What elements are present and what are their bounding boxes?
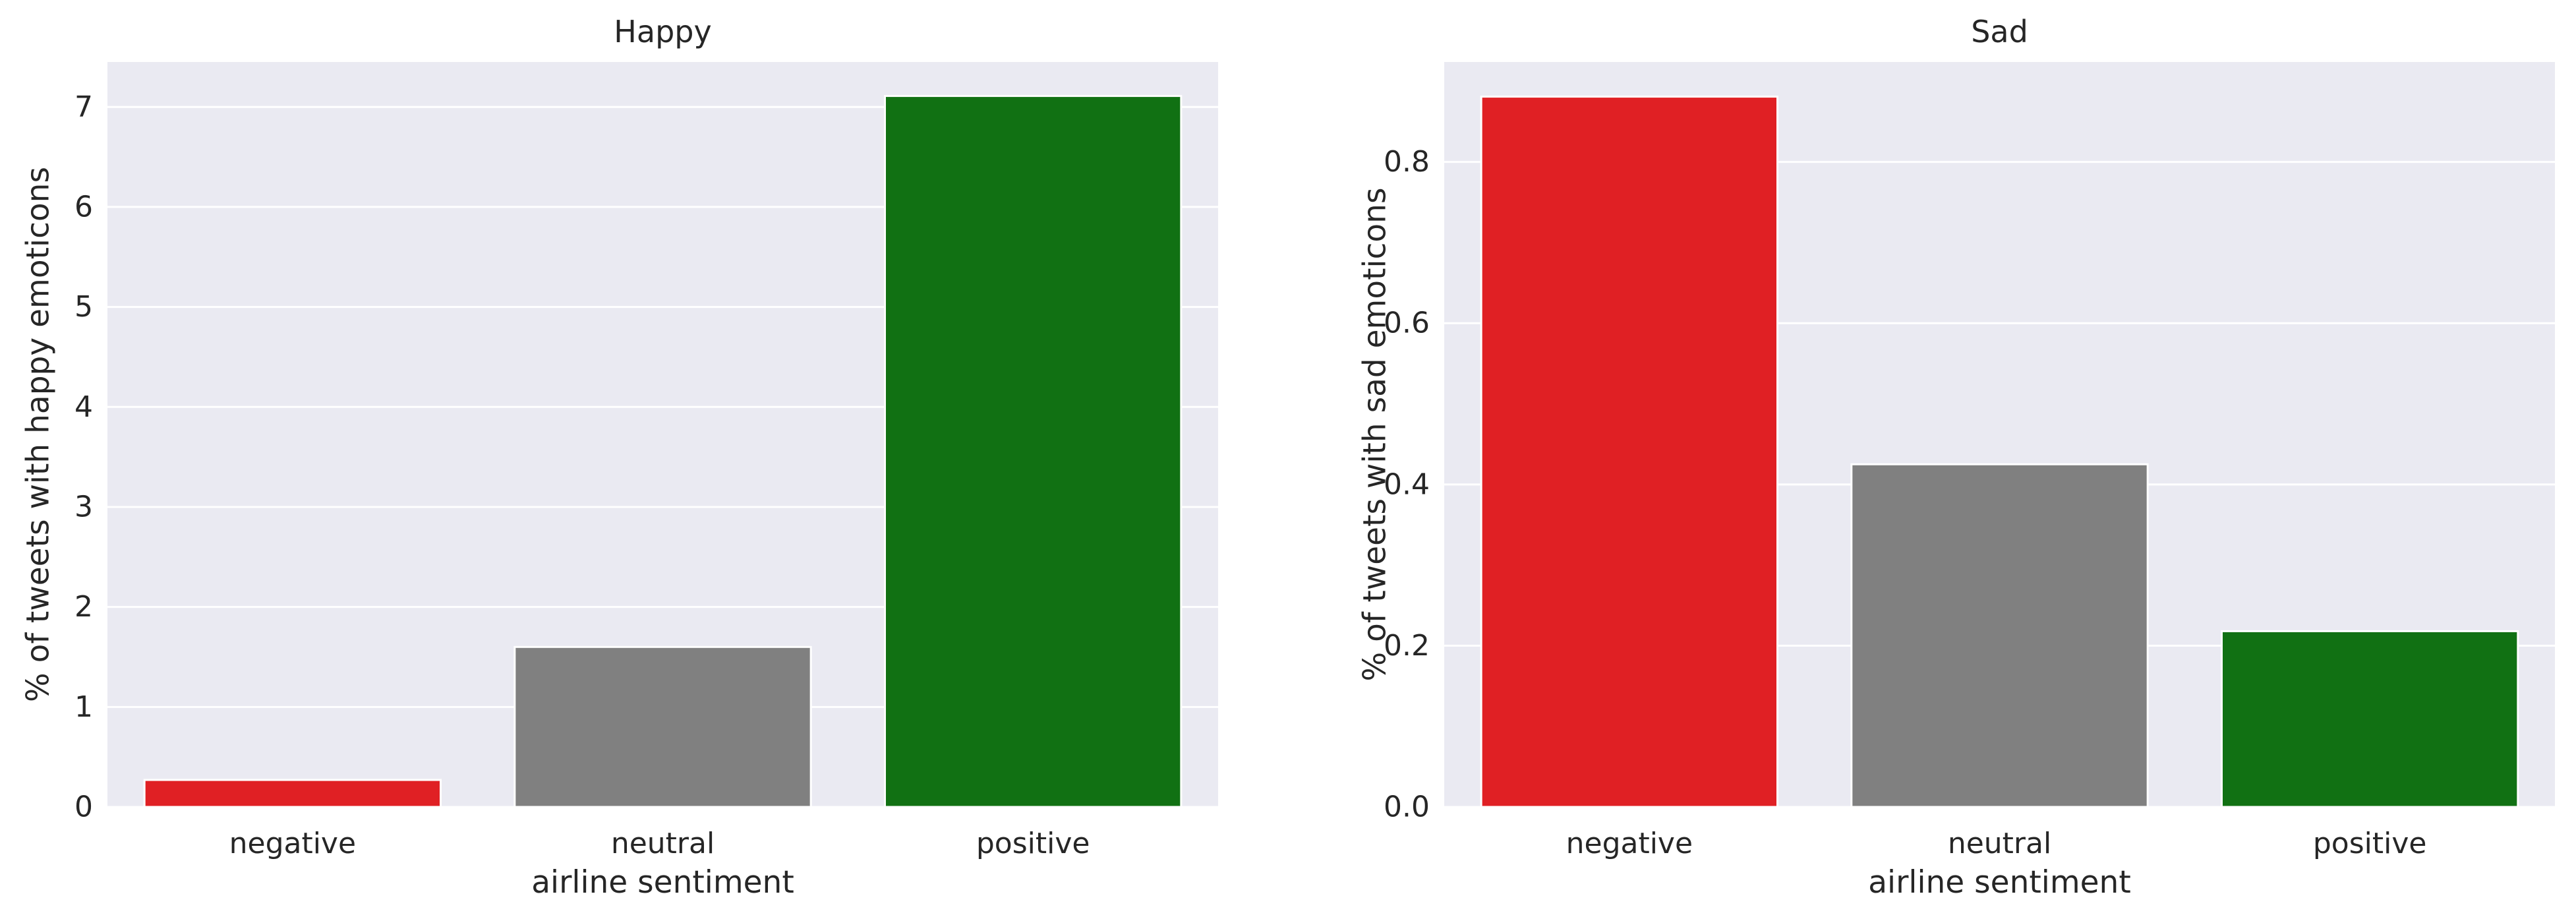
sad-y-tick-label: 0.4 [1384, 467, 1430, 501]
sad-y-tick-label: 0.0 [1384, 790, 1430, 824]
sad-bar-positive [2221, 630, 2519, 808]
sad-y-tick-label: 0.2 [1384, 629, 1430, 663]
happy-x-tick-label: neutral [611, 827, 715, 860]
happy-y-tick-label: 5 [74, 290, 93, 324]
sad-x-tick-label: negative [1566, 827, 1693, 860]
happy-y-tick-label: 0 [74, 790, 93, 824]
happy-y-tick-label: 2 [74, 590, 93, 624]
sad-x-tick-label: positive [2313, 827, 2427, 860]
sad-y-tick-label: 0.8 [1384, 145, 1430, 179]
sad-y-axis-label: % of tweets with sad emoticons [1357, 188, 1393, 682]
sad-y-tick-label: 0.6 [1384, 307, 1430, 340]
happy-bar-negative [143, 779, 442, 808]
happy-bar-positive [884, 95, 1183, 808]
happy-y-tick-label: 7 [74, 90, 93, 124]
sad-x-tick-label: neutral [1948, 827, 2051, 860]
happy-x-tick-label: negative [229, 827, 356, 860]
happy-y-tick-label: 3 [74, 490, 93, 523]
sad-subplot: 0.00.20.40.60.8 negative neutral positive … [1357, 14, 2555, 901]
happy-y-tick-label: 6 [74, 190, 93, 223]
happy-chart-title: Happy [614, 14, 711, 49]
happy-y-tick-label: 4 [74, 390, 93, 424]
sad-chart-title: Sad [1971, 14, 2028, 49]
happy-x-tick-label: positive [976, 827, 1090, 860]
sad-x-axis-label: airline sentiment [1868, 864, 2131, 901]
sad-bar-neutral [1850, 463, 2149, 808]
happy-x-axis-label: airline sentiment [531, 864, 794, 901]
happy-y-tick-label: 1 [74, 690, 93, 724]
happy-y-axis-label: % of tweets with happy emoticons [20, 167, 57, 702]
happy-bar-neutral [513, 645, 812, 808]
happy-subplot: 0 1 2 3 4 5 6 7 negative neutral positive Happy a… [20, 14, 1218, 901]
sad-bar-negative [1480, 96, 1779, 808]
